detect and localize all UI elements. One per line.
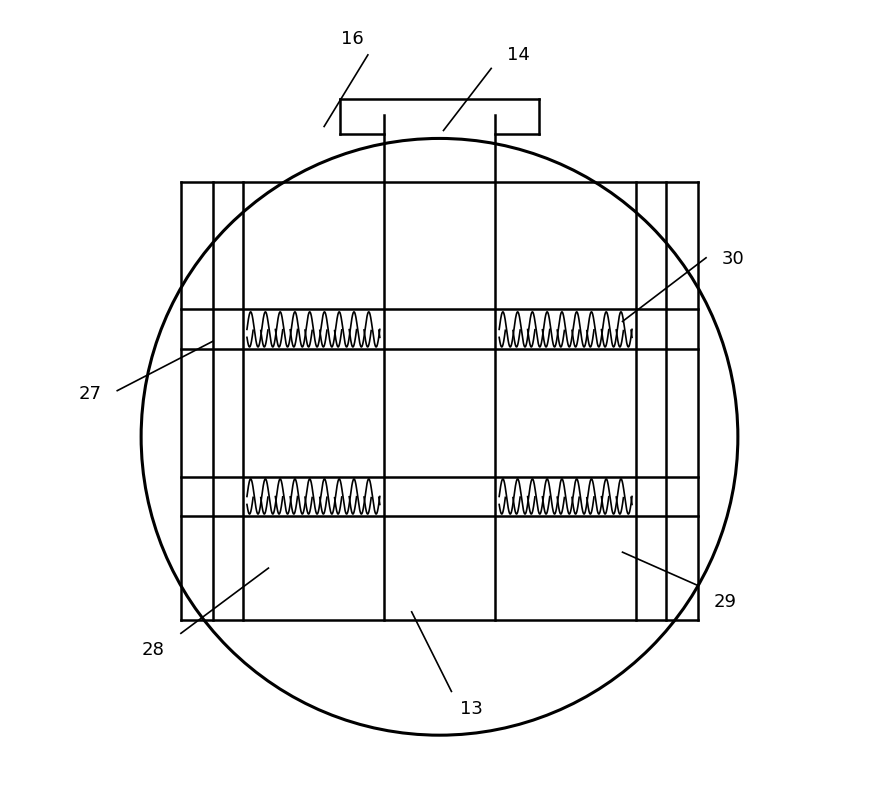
Text: 30: 30 [721, 250, 744, 267]
Text: 16: 16 [340, 30, 363, 48]
Text: 29: 29 [713, 593, 736, 610]
Text: 28: 28 [142, 640, 165, 658]
Text: 14: 14 [507, 46, 529, 63]
Text: 27: 27 [78, 385, 101, 402]
Text: 13: 13 [459, 699, 482, 718]
